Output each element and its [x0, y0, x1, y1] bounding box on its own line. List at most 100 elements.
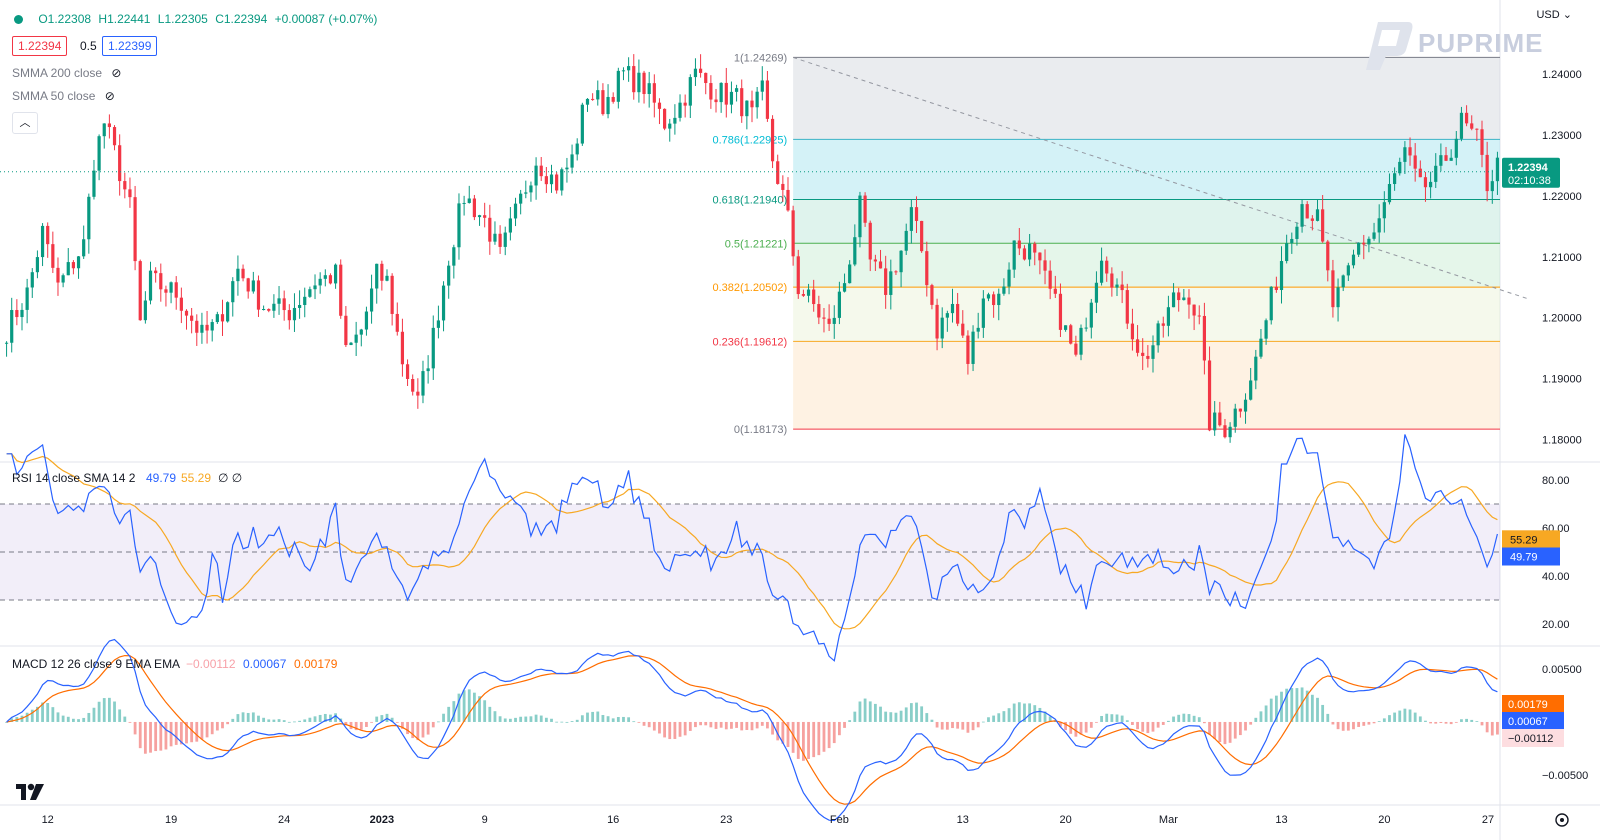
- macd-histogram-bar: [709, 721, 713, 728]
- macd-histogram-bar: [87, 712, 91, 722]
- collapse-legend-button[interactable]: ︿: [12, 112, 38, 134]
- candle-body: [632, 66, 636, 93]
- macd-histogram-bar: [1470, 719, 1474, 722]
- candle-body: [51, 244, 55, 268]
- macd-title: MACD 12 26 close 9 EMA EMA: [12, 657, 180, 671]
- candle-body: [10, 310, 14, 343]
- candle-body: [950, 303, 955, 314]
- macd-histogram-marker-label: −0.00112: [1508, 733, 1553, 745]
- macd-histogram-bar: [411, 721, 415, 739]
- macd-histogram-bar: [1300, 687, 1304, 722]
- candle-body: [971, 331, 975, 364]
- macd-histogram-bar: [1382, 718, 1386, 722]
- macd-histogram-bar: [1316, 697, 1319, 722]
- macd-histogram-bar: [817, 721, 821, 756]
- candle-body: [354, 334, 358, 343]
- macd-line: [6, 638, 1498, 822]
- candle-body: [539, 165, 543, 177]
- buy-price-button[interactable]: 1.22399: [102, 36, 158, 56]
- candle-body: [447, 265, 451, 286]
- macd-histogram-bar: [755, 721, 759, 729]
- macd-histogram-bar: [293, 721, 296, 723]
- macd-histogram-bar: [1192, 715, 1196, 722]
- candle-body: [4, 342, 9, 344]
- macd-signal-line: [6, 654, 1498, 805]
- macd-histogram-bar: [303, 719, 307, 722]
- macd-histogram-bar: [97, 701, 101, 722]
- macd-histogram-bar: [190, 721, 194, 743]
- candle-body: [251, 280, 255, 292]
- candle-body: [1028, 243, 1032, 260]
- time-axis-tick: 24: [278, 814, 290, 826]
- macd-histogram-bar: [51, 707, 55, 722]
- rsi-extra: ∅ ∅: [218, 471, 242, 485]
- candle-body: [339, 264, 343, 316]
- candle-body: [1336, 287, 1340, 308]
- candle-body: [483, 215, 487, 218]
- candle-body: [1403, 147, 1407, 162]
- close-value: C1.22394: [215, 12, 268, 26]
- rsi-ma-value: 55.29: [181, 471, 211, 485]
- candle-body: [693, 68, 698, 78]
- macd-histogram-bar: [945, 721, 949, 730]
- currency-selector[interactable]: USD ⌄: [1536, 8, 1572, 21]
- macd-histogram-bar: [210, 721, 214, 735]
- candle-body: [395, 313, 399, 332]
- candle-body: [570, 154, 574, 168]
- macd-histogram-bar: [1202, 721, 1206, 724]
- candle-body: [200, 324, 204, 333]
- eye-off-icon[interactable]: ⊘: [104, 89, 115, 103]
- candle-body: [961, 323, 965, 336]
- macd-histogram-bar: [56, 712, 60, 722]
- sell-price-button[interactable]: 1.22394: [12, 36, 68, 56]
- macd-histogram-bar: [77, 719, 80, 722]
- candle-body: [1377, 218, 1381, 233]
- macd-histogram-bar: [647, 721, 651, 728]
- macd-histogram-bar: [174, 721, 178, 745]
- candle-body: [1120, 284, 1124, 291]
- macd-histogram-bar: [277, 719, 281, 722]
- candle-body: [1161, 323, 1165, 326]
- indicator-smma-50[interactable]: SMMA 50 close ⊘: [12, 89, 115, 103]
- chevron-down-icon: ⌄: [1562, 9, 1572, 21]
- candle-body: [1259, 338, 1263, 357]
- candle-body: [508, 218, 512, 233]
- indicator-smma-200[interactable]: SMMA 200 close ⊘: [12, 66, 121, 80]
- candle-body: [472, 198, 476, 218]
- candle-body: [1362, 242, 1366, 245]
- macd-histogram-bar: [766, 721, 769, 729]
- macd-histogram-bar: [796, 721, 800, 759]
- macd-histogram-bar: [503, 718, 507, 722]
- macd-histogram-bar: [1141, 721, 1145, 732]
- settings-gear-icon[interactable]: [1555, 813, 1569, 827]
- macd-histogram-bar: [1465, 718, 1468, 722]
- candle-body: [878, 261, 883, 269]
- macd-histogram-bar: [365, 721, 368, 727]
- candle-body: [1223, 425, 1227, 438]
- candle-body: [30, 272, 34, 288]
- macd-histogram-bar: [1475, 721, 1479, 722]
- candle-body: [616, 70, 620, 102]
- macd-histogram-bar: [606, 716, 610, 722]
- candle-body: [231, 281, 235, 303]
- macd-histogram-bar: [1244, 721, 1247, 731]
- eye-off-icon[interactable]: ⊘: [111, 66, 122, 80]
- macd-histogram-bar: [925, 713, 929, 722]
- candle-body: [642, 72, 646, 95]
- macd-histogram-bar: [858, 701, 862, 722]
- macd-histogram-bar: [611, 718, 615, 722]
- candle-body: [1341, 275, 1345, 288]
- rsi-value-marker-label: 49.79: [1510, 552, 1538, 564]
- symbol-status-dot: [14, 15, 23, 24]
- candle-body: [956, 303, 960, 324]
- candle-body: [380, 263, 384, 281]
- candle-body: [1331, 270, 1335, 308]
- candle-body: [529, 185, 533, 193]
- candle-body: [1099, 260, 1104, 283]
- candle-body: [1228, 426, 1232, 438]
- macd-histogram-bar: [529, 716, 533, 722]
- candle-body: [940, 317, 944, 339]
- macd-histogram-bar: [401, 721, 404, 729]
- candle-body: [262, 308, 266, 310]
